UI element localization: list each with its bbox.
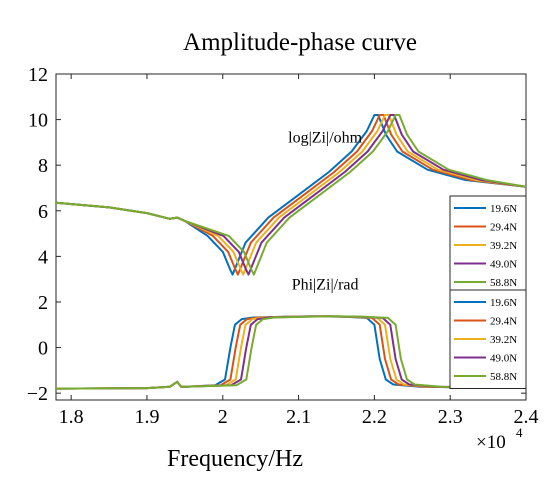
legend-entry: 49.0N: [490, 353, 517, 365]
annotation-label: log|Zi|/ohm: [288, 129, 363, 146]
x-tick-label: 1.9: [134, 406, 159, 428]
legend-entry: 19.6N: [490, 297, 517, 309]
amplitude-line-58.8N: [55, 114, 527, 276]
legend-amplitude: 19.6N 29.4N 39.2N 49.0N 58.8N: [449, 195, 527, 295]
y-axis-ticks: −2 0 2 4 6 8 10 12: [27, 64, 526, 405]
legend-phase: 19.6N 29.4N 39.2N 49.0N 58.8N: [449, 289, 527, 389]
x-tick-label: 2.2: [362, 406, 387, 428]
x-tick-label: 1.8: [59, 406, 84, 428]
x-tick-label: 2.3: [438, 406, 463, 428]
x-exponent-label: ×10 4: [476, 425, 523, 453]
y-tick-label: 6: [38, 201, 48, 223]
legend-entry: 29.4N: [490, 316, 517, 328]
legend-entry: 58.8N: [490, 277, 517, 289]
annotations: log|Zi|/ohm Phi|Zi|/rad: [288, 129, 363, 293]
y-tick-label: 2: [38, 292, 48, 314]
legend-entry: 39.2N: [490, 240, 517, 252]
x-axis-label: Frequency/Hz: [167, 446, 303, 472]
x-axis-ticks: 1.8 1.9 2 2.1 2.2 2.3 2.4: [59, 74, 539, 428]
y-tick-label: 8: [38, 155, 48, 177]
y-tick-label: 10: [28, 110, 48, 132]
y-tick-label: 0: [38, 338, 48, 360]
y-tick-label: 4: [38, 246, 48, 268]
legend-entry: 58.8N: [490, 371, 517, 383]
y-tick-label: −2: [27, 383, 48, 405]
x-tick-label: 2.4: [514, 406, 539, 428]
plot-area: −2 0 2 4 6 8 10 12 1.8 1.9 2 2.1 2.2 2.3 2.4 log|Zi|/…: [27, 64, 539, 428]
chart-title: Amplitude-phase curve: [183, 29, 417, 56]
legend-entry: 29.4N: [490, 222, 517, 234]
legend-entry: 19.6N: [490, 203, 517, 215]
annotation-label: Phi|Zi|/rad: [292, 276, 359, 293]
y-tick-label: 12: [28, 64, 48, 86]
x-tick-label: 2: [218, 406, 228, 428]
series-lines: [55, 114, 527, 390]
legend-entry: 39.2N: [490, 334, 517, 346]
phase-line-58.8N: [55, 315, 526, 390]
x-exponent-power: 4: [516, 425, 523, 440]
legend-entry: 49.0N: [490, 259, 517, 271]
x-exponent-base: ×10: [476, 432, 506, 453]
x-tick-label: 2.1: [286, 406, 311, 428]
